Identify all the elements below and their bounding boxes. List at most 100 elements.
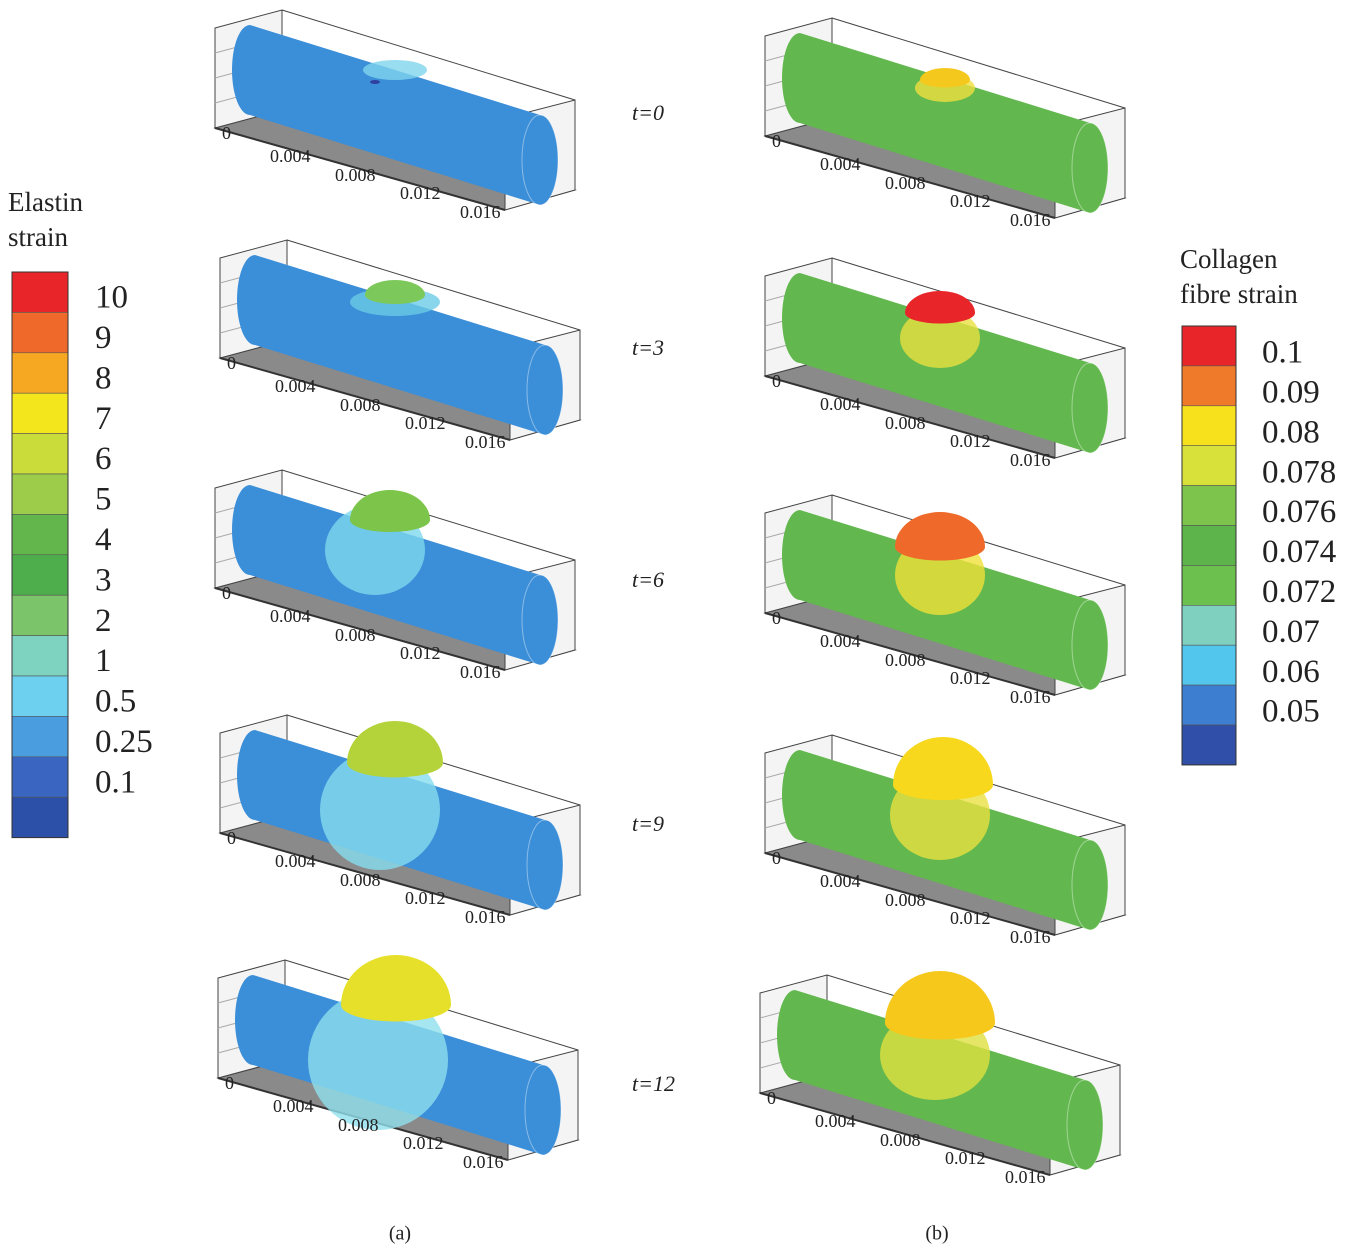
axis-tick-label: 0.016: [1010, 450, 1051, 470]
axis-tick-label: 0.012: [950, 908, 991, 928]
legend-swatch: [1182, 685, 1236, 725]
legend-swatch: [1182, 326, 1236, 366]
axis-tick-label: 0.008: [340, 870, 381, 890]
axis-tick-label: 0.012: [400, 183, 441, 203]
axis-tick-label: 0: [772, 371, 781, 391]
axis-tick-label: 0.016: [1010, 210, 1051, 230]
legend-swatch: [12, 514, 68, 554]
legend-label: 1: [95, 643, 112, 679]
axis-tick-label: 0.008: [885, 173, 926, 193]
time-label: t=12: [632, 1071, 675, 1096]
legend-swatch: [12, 555, 68, 595]
legend-swatch: [1182, 645, 1236, 685]
legend-label: 6: [95, 441, 112, 477]
axis-tick-label: 0.012: [400, 643, 441, 663]
legend-swatch: [12, 393, 68, 433]
legend-label: 7: [95, 401, 112, 437]
panel: 0 0.004 0.008 0.012 0.016: [765, 258, 1125, 470]
legend-swatch: [1182, 366, 1236, 406]
axis-tick-label: 0: [227, 828, 236, 848]
time-label: t=0: [632, 100, 664, 125]
time-label: t=9: [632, 811, 664, 836]
axis-tick-label: 0.004: [820, 631, 861, 651]
legend-swatch: [1182, 406, 1236, 446]
axis-tick-label: 0.012: [950, 191, 991, 211]
legend-swatch: [12, 716, 68, 756]
axis-tick-label: 0.004: [275, 376, 316, 396]
legend-swatch: [1182, 725, 1236, 765]
axis-tick-label: 0.012: [950, 431, 991, 451]
legend-label: 8: [95, 360, 112, 396]
aneurysm: [347, 721, 443, 777]
legend-title: Elastin: [8, 187, 83, 217]
legend-swatch: [12, 312, 68, 352]
legend-label: 0.08: [1262, 414, 1320, 450]
legend-swatch: [1182, 565, 1236, 605]
time-label: t=6: [632, 567, 664, 592]
legend-swatch: [12, 757, 68, 797]
legend-label: 0.078: [1262, 454, 1336, 490]
legend-label: 0.5: [95, 684, 136, 720]
caption: (b): [925, 1223, 948, 1245]
axis-tick-label: 0.008: [338, 1115, 379, 1135]
legend-label: 0.05: [1262, 694, 1320, 730]
axis-tick-label: 0.008: [885, 650, 926, 670]
legend-swatch: [12, 797, 68, 837]
axis-tick-label: 0.012: [945, 1148, 986, 1168]
axis-tick-label: 0: [222, 123, 231, 143]
axis-tick-label: 0.016: [1010, 687, 1051, 707]
axis-tick-label: 0.016: [1010, 927, 1051, 947]
legend-swatch: [12, 353, 68, 393]
panel: 00.0040.0080.0120.016: [765, 495, 1125, 707]
legend-swatch: [1182, 526, 1236, 566]
legend-title: Collagen: [1180, 244, 1278, 274]
legend-swatch: [12, 272, 68, 312]
time-label: t=3: [632, 335, 664, 360]
axis-tick-label: 0: [772, 131, 781, 151]
aneurysm: [365, 280, 425, 304]
axis-tick-label: 0: [772, 608, 781, 628]
legend-label: 3: [95, 562, 112, 598]
axis-tick-label: 0.008: [340, 395, 381, 415]
legend-swatch: [12, 676, 68, 716]
legend-title: fibre strain: [1180, 279, 1298, 309]
axis-tick-label: 0.004: [273, 1096, 314, 1116]
axis-tick-label: 0.016: [1005, 1167, 1046, 1187]
axis-tick-label: 0.004: [270, 146, 311, 166]
axis-tick-label: 0.016: [465, 432, 506, 452]
axis-tick-label: 0: [222, 583, 231, 603]
legend-label: 0.07: [1262, 614, 1320, 650]
aneurysm: [920, 68, 970, 88]
legend-title: strain: [8, 222, 68, 252]
legend-swatch: [1182, 446, 1236, 486]
axis-tick-label: 0.004: [820, 394, 861, 414]
axis-tick-label: 0.016: [465, 907, 506, 927]
panel: 00.0040.0080.0120.016: [220, 715, 580, 927]
aneurysm: [370, 80, 380, 84]
aneurysm: [363, 60, 427, 80]
axis-tick-label: 0.004: [815, 1111, 856, 1131]
axis-tick-label: 0: [767, 1088, 776, 1108]
axis-tick-label: 0.004: [820, 154, 861, 174]
aneurysm: [885, 971, 995, 1039]
legend-label: 0.072: [1262, 574, 1336, 610]
aneurysm: [905, 291, 975, 324]
legend-swatch: [12, 636, 68, 676]
aneurysm: [341, 955, 451, 1021]
figure: Elastin strain Collagen fibre strain (a)…: [0, 0, 1361, 1249]
legend-label: 10: [95, 280, 128, 316]
axis-tick-label: 0.012: [403, 1133, 444, 1153]
axis-tick-label: 0.012: [405, 413, 446, 433]
legend-label: 0.25: [95, 724, 153, 760]
legend-label: 4: [95, 522, 112, 558]
axis-tick-label: 0.008: [335, 625, 376, 645]
legend-label: 9: [95, 320, 112, 356]
axis-tick-label: 0.008: [885, 890, 926, 910]
legend-swatch: [1182, 486, 1236, 526]
axis-tick-label: 0.004: [270, 606, 311, 626]
axis-tick-label: 0.008: [885, 413, 926, 433]
legend-label: 0.076: [1262, 494, 1336, 530]
